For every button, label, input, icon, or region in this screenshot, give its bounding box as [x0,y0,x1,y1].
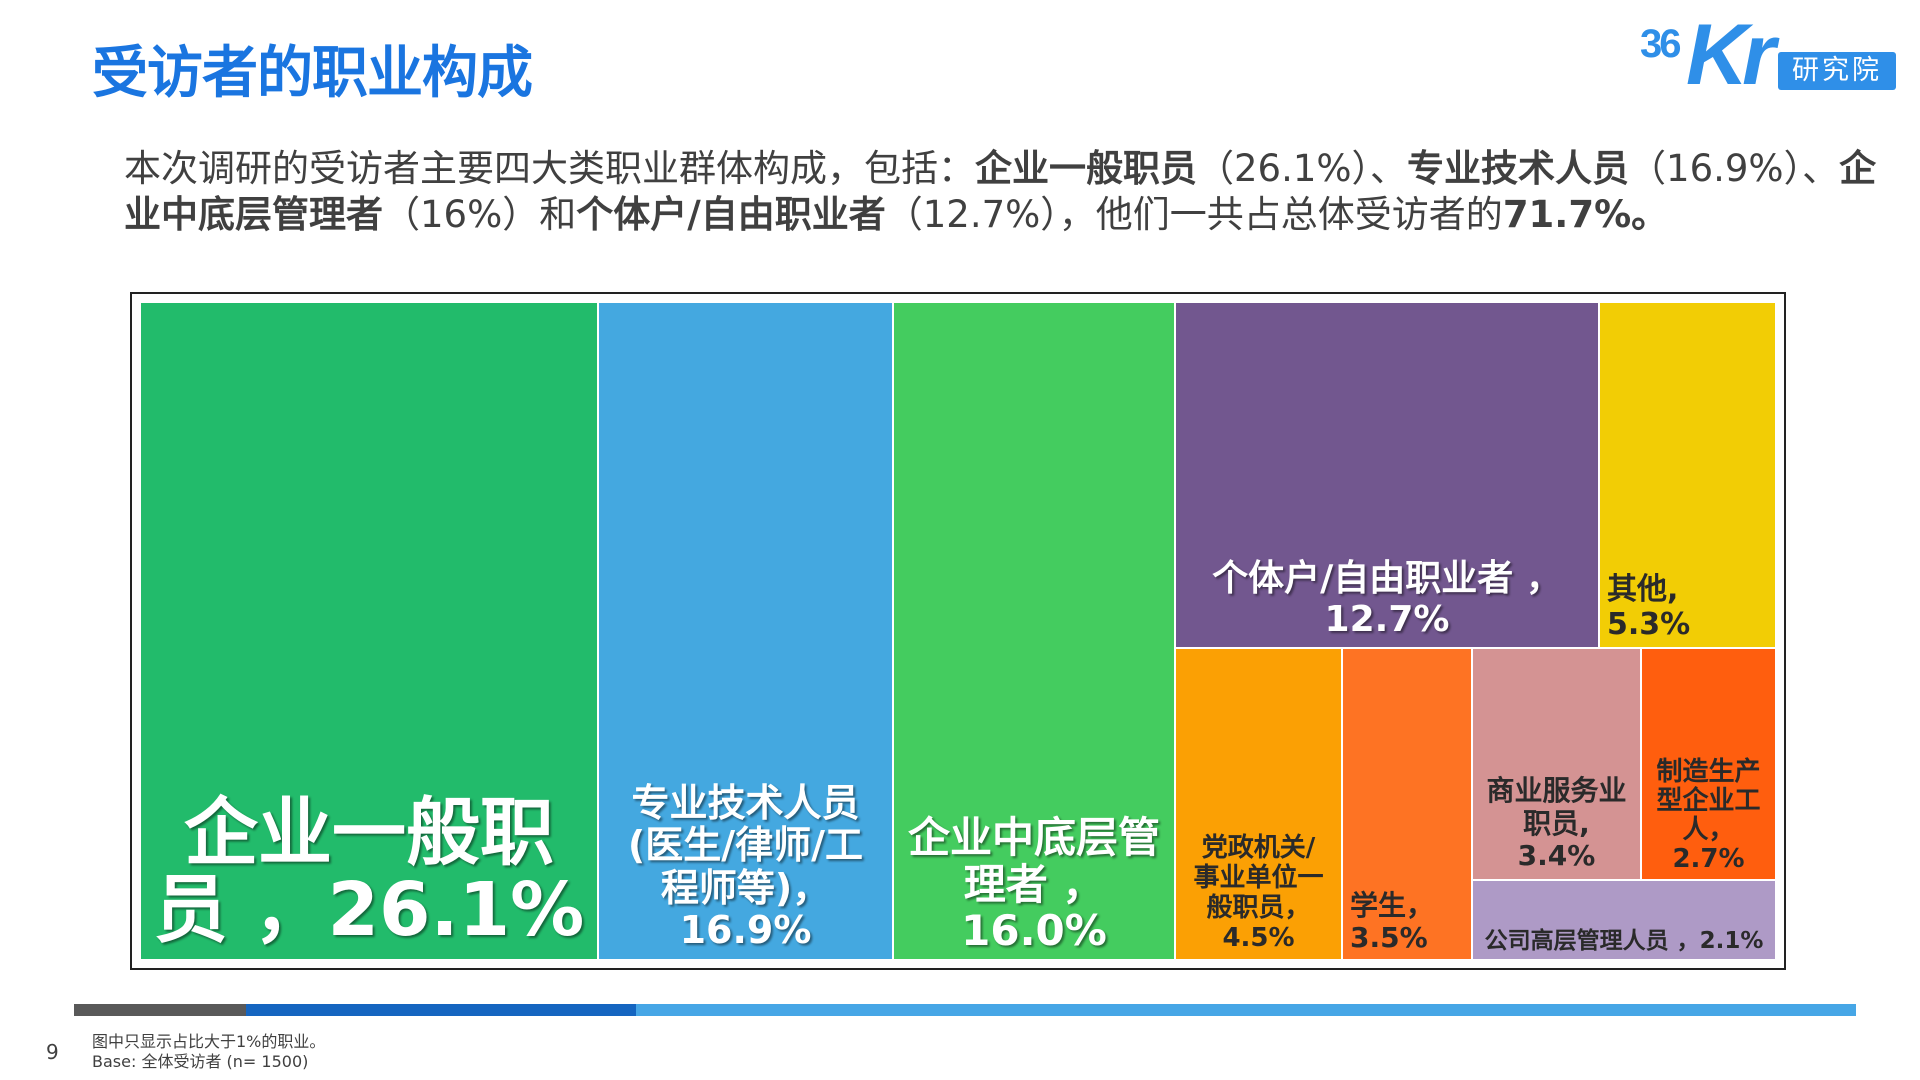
treemap-cell-label: 制造生产 型企业工 人， 2.7% [1649,648,1768,874]
treemap-cell-2 [599,303,892,959]
footer-bar-segment [74,1004,246,1016]
treemap-label-line: 4.5% [1222,923,1295,954]
page-title: 受访者的职业构成 [92,41,533,106]
treemap-cell-label: 公司高层管理人员 ，2.1% [1480,880,1768,954]
treemap-label-line: 其他, [1607,572,1679,607]
treemap-label-line: 员 ，26.1% [153,867,585,950]
treemap-cell-label: 学生， 3.5% [1350,648,1464,954]
treemap-cell-label: 党政机关/事业单位一 般职员， 4.5% [1183,648,1334,954]
footer-accent-bar [74,1004,1856,1016]
treemap-label-line: 12.7% [1324,598,1450,640]
treemap-cell-label: 企业一般职员 ，26.1% [148,302,590,950]
treemap-label-line: 公司高层管理人员 ，2.1% [1484,927,1764,954]
treemap-chart [141,303,1775,959]
treemap-label-line: 学生， [1350,888,1435,922]
treemap-cell-9 [1642,649,1775,879]
intro-text: 本次调研的受访者主要四大类职业群体构成，包括： [124,147,975,190]
treemap-cell-10 [1473,881,1775,959]
treemap-label-line: 商业服务业 [1486,774,1627,808]
footnote-line: Base: 全体受访者 (n= 1500) [92,1052,309,1071]
treemap-cell-label: 其他, 5.3% [1607,302,1768,642]
treemap-label-line: 制造生产 [1656,756,1761,787]
treemap-cell-6 [1176,649,1341,959]
intro-highlight: 企业一般职员 [975,147,1197,190]
intro-text: （12.7%），他们一共占总体受访者的 [885,193,1503,236]
treemap-label-line: 型企业工 [1656,785,1761,816]
treemap-label-line: (医生/律师/工 [627,823,864,868]
treemap-label-line: 2.7% [1672,843,1745,874]
treemap-label-line: 企业一般职 [184,789,554,876]
treemap-label-line: 职员, 3.4% [1517,806,1596,872]
intro-text: （16.9%）、 [1629,147,1840,190]
intro-text: （26.1%）、 [1197,147,1408,190]
treemap-label-line: 程师等)， [660,865,831,910]
treemap-label-line: 党政机关/ [1201,833,1316,864]
treemap-chart-frame: 企业一般职员 ，26.1% 专业技术人员 (医生/律师/工 程师等)， 16.9% 企业中… [130,292,1786,970]
treemap-cell-label: 企业中底层管 理者 ，16.0% [901,302,1167,954]
treemap-cell-1 [141,303,597,959]
treemap-cell-8 [1473,649,1640,879]
treemap-label-line: 专业技术人员 [631,780,860,825]
intro-highlight: 71.7%。 [1502,193,1669,236]
intro-text: （16%）和 [383,193,577,236]
treemap-label-line: 个体户/自由职业者 ， [1212,558,1562,600]
logo-number: 36 [1640,22,1681,66]
intro-highlight: 个体户/自由职业者 [576,193,886,236]
treemap-label-line: 人， [1682,814,1735,845]
treemap-label-line: 16.9% [679,908,812,952]
treemap-cell-7 [1343,649,1471,959]
footnote-line: 图中只显示占比大于1%的职业。 [92,1032,326,1051]
treemap-label-line: 事业单位一 [1193,863,1324,894]
treemap-label-line: 企业中底层管 [907,813,1160,863]
treemap-cell-4 [1176,303,1598,647]
treemap-cell-label: 专业技术人员 (医生/律师/工 程师等)， 16.9% [606,302,885,952]
intro-paragraph: 本次调研的受访者主要四大类职业群体构成，包括：企业一般职员（26.1%）、专业技… [124,146,1884,238]
treemap-cell-5 [1600,303,1775,647]
treemap-label-line: 3.5% [1350,920,1428,954]
treemap-cell-label: 商业服务业 职员, 3.4% [1480,648,1633,872]
treemap-label-line: 5.3% [1607,606,1691,642]
page-number: 9 [46,1040,59,1064]
intro-highlight: 专业技术人员 [1407,147,1630,190]
treemap-label-line: 般职员， [1206,893,1311,924]
logo-letters: Kr [1686,7,1776,103]
footnote: 图中只显示占比大于1%的职业。 Base: 全体受访者 (n= 1500) [92,1032,325,1072]
treemap-cell-label: 个体户/自由职业者 ， 12.7% [1183,302,1591,640]
footer-bar-segment [246,1004,636,1016]
logo-lab-badge: 研究院 [1778,52,1896,90]
treemap-label-line: 理者 ，16.0% [961,859,1107,954]
treemap-cell-3 [894,303,1174,959]
brand-logo: 36 Kr 研究院 [1640,7,1900,103]
intro-highlight: 企业中底层管理者 [124,147,1877,236]
